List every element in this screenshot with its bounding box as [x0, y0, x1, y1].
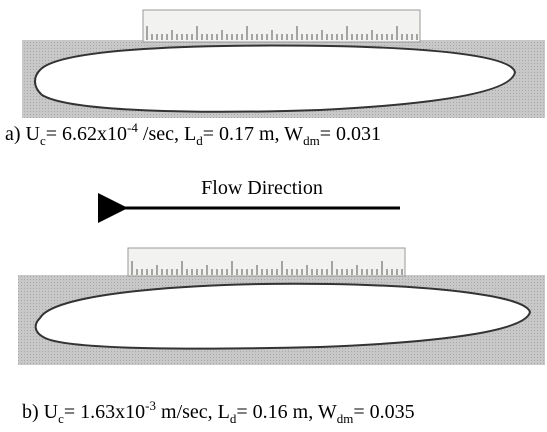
- caption-text: a) U: [5, 123, 41, 145]
- caption-text: = 0.17 m, W: [203, 123, 303, 145]
- ruler-ticks: [131, 261, 403, 275]
- caption: b) Uc= 1.63x10-3 m/sec, Ld= 0.16 m, Wdm=…: [22, 398, 415, 426]
- caption-text: = 0.16 m, W: [236, 401, 336, 423]
- photo-b: [18, 247, 545, 365]
- subscript: c: [58, 411, 64, 426]
- caption-text: = 1.63x10: [64, 401, 145, 423]
- caption-text: = 6.62x10: [46, 123, 127, 145]
- caption-text: = 0.031: [320, 123, 381, 145]
- superscript: -4: [127, 120, 138, 135]
- drop: [34, 44, 517, 113]
- caption-text: b) U: [22, 401, 59, 423]
- superscript: -3: [145, 398, 156, 413]
- subscript: dm: [337, 411, 354, 426]
- subscript: d: [196, 133, 203, 148]
- caption-text: /sec, L: [138, 123, 196, 145]
- flow-label: Flow Direction: [201, 177, 323, 199]
- caption-text: = 0.035: [353, 401, 414, 423]
- ruler-ticks: [146, 26, 418, 40]
- subscript: dm: [303, 133, 320, 148]
- drop: [34, 282, 532, 350]
- caption: a) Uc= 6.62x10-4 /sec, Ld= 0.17 m, Wdm= …: [5, 120, 381, 148]
- photo-a: [22, 9, 545, 118]
- subscript: d: [230, 411, 237, 426]
- subscript: c: [40, 133, 46, 148]
- caption-text: m/sec, L: [156, 401, 230, 423]
